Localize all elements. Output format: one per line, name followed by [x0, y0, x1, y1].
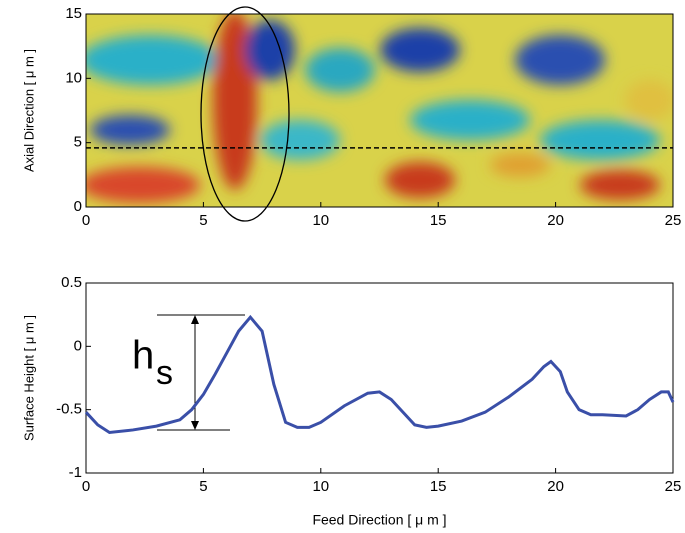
y-tick-label: 15 [65, 5, 82, 22]
annotation-text: h [132, 334, 154, 378]
line-series [84, 314, 675, 435]
x-tick-label: 20 [547, 212, 564, 229]
x-tick-label: 5 [199, 478, 207, 495]
y-axis-label: Axial Direction [ μ m ] [21, 49, 36, 172]
x-tick-label: 0 [82, 212, 90, 229]
hs-annotation [157, 314, 245, 431]
y-tick-label: -0.5 [56, 401, 82, 418]
y-tick-label: 5 [74, 134, 82, 151]
x-tick-label: 25 [665, 212, 682, 229]
annotation-subscript: s [156, 354, 173, 392]
highlight-ellipse [200, 6, 290, 222]
y-tick-label: 10 [65, 69, 82, 86]
x-tick-label: 25 [665, 478, 682, 495]
plot-frame [85, 13, 674, 208]
x-tick-label: 20 [547, 478, 564, 495]
x-tick-label: 5 [199, 212, 207, 229]
x-axis-label: Feed Direction [ μ m ] [312, 512, 446, 528]
heatmap [86, 14, 673, 207]
y-axis-label: Surface Height [ μ m ] [21, 315, 36, 441]
x-tick-label: 15 [430, 212, 447, 229]
y-tick-label: 0 [74, 198, 82, 215]
x-tick-label: 15 [430, 478, 447, 495]
plot-frame [85, 282, 674, 474]
x-tick-label: 10 [312, 212, 329, 229]
y-tick-label: 0 [74, 337, 82, 354]
y-tick-label: 0.5 [61, 274, 82, 291]
x-tick-label: 10 [312, 478, 329, 495]
x-tick-label: 0 [82, 478, 90, 495]
y-tick-label: -1 [69, 464, 82, 481]
